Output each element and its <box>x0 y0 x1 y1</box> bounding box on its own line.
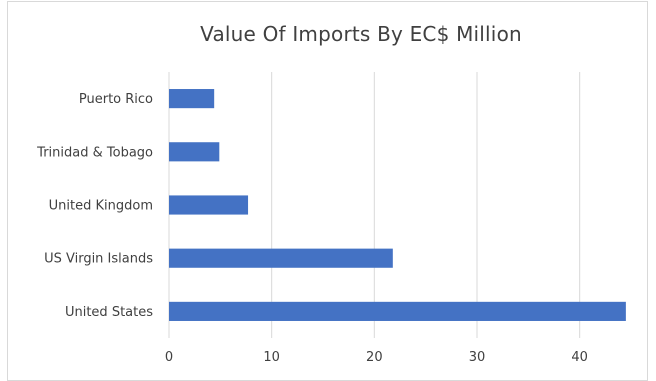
x-tick-label: 0 <box>165 350 173 365</box>
bar-united-states <box>169 301 626 321</box>
bar-puerto-rico <box>169 89 215 109</box>
category-label: Puerto Rico <box>79 92 153 107</box>
x-axis-ticks: 0 10 20 30 40 <box>165 350 588 365</box>
gridlines <box>168 72 581 338</box>
x-tick-label: 30 <box>469 350 486 365</box>
category-label: United Kingdom <box>49 199 153 214</box>
category-label: Trinidad & Tobago <box>36 145 153 160</box>
category-label: US Virgin Islands <box>44 252 153 267</box>
bars <box>169 89 626 321</box>
bar-trinidad-tobago <box>169 142 220 162</box>
chart-title: Value Of Imports By EC$ Million <box>200 22 522 46</box>
x-tick-label: 20 <box>366 350 383 365</box>
category-label: United States <box>65 305 153 320</box>
x-tick-label: 40 <box>571 350 588 365</box>
bar-united-kingdom <box>169 195 249 215</box>
bar-us-virgin-islands <box>169 248 393 268</box>
x-tick-label: 10 <box>263 350 280 365</box>
category-labels: United States US Virgin Islands United Kin… <box>36 92 153 320</box>
